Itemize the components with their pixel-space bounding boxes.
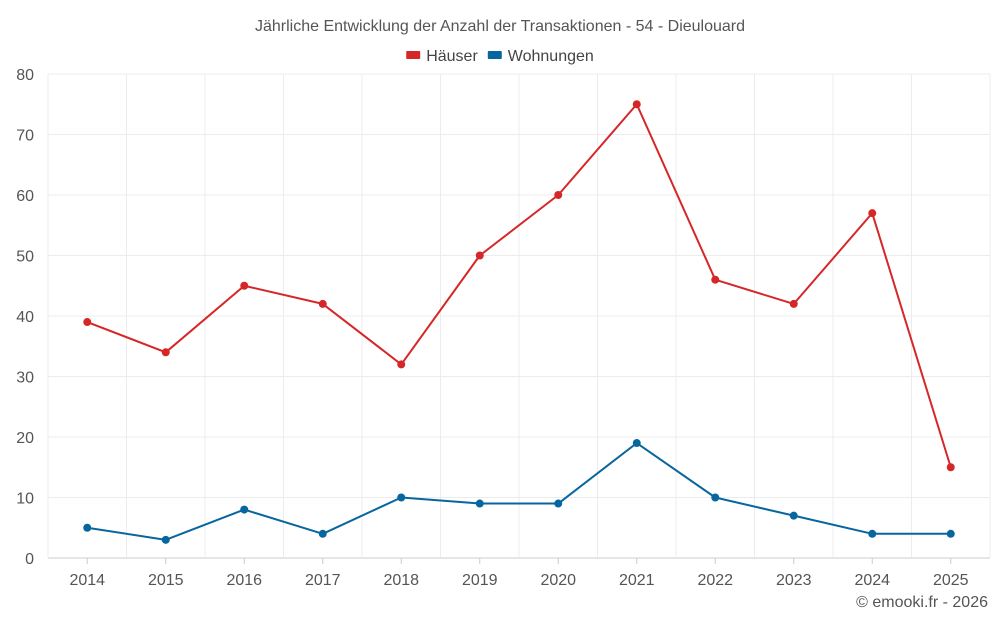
legend-swatch: [487, 51, 502, 59]
data-point-wohnungen: [475, 499, 484, 508]
y-tick-label: 80: [16, 67, 34, 84]
x-tick-label: 2014: [69, 572, 105, 589]
x-tick-label: 2025: [933, 572, 969, 589]
y-tick-label: 40: [16, 309, 34, 326]
legend: Häuser Wohnungen: [406, 48, 594, 65]
data-point-h-user: [946, 463, 955, 472]
data-point-h-user: [240, 281, 249, 290]
data-point-wohnungen: [946, 529, 955, 538]
data-point-h-user: [711, 275, 720, 284]
chart-title: Jährliche Entwicklung der Anzahl der Tra…: [255, 18, 745, 35]
legend-label: Häuser: [426, 48, 478, 65]
x-tick-label: 2023: [776, 572, 812, 589]
data-point-h-user: [83, 318, 92, 327]
legend-label: Wohnungen: [508, 48, 594, 65]
legend-swatch: [406, 51, 421, 59]
data-point-h-user: [868, 209, 877, 218]
x-tick-label: 2024: [854, 572, 890, 589]
legend-item-wohnungen: Wohnungen: [487, 48, 594, 65]
data-point-wohnungen: [240, 505, 249, 514]
x-tick-label: 2021: [619, 572, 655, 589]
y-tick-label: 10: [16, 491, 34, 508]
grid: [47, 73, 991, 559]
data-point-wohnungen: [632, 439, 641, 448]
y-tick-label: 70: [16, 128, 34, 145]
data-point-h-user: [632, 100, 641, 109]
data-point-wohnungen: [83, 523, 92, 532]
series-line-h-user: [86, 103, 952, 468]
legend-item-h-user: Häuser: [406, 48, 478, 65]
x-tick-label: 2020: [540, 572, 576, 589]
x-tick-label: 2015: [148, 572, 184, 589]
y-tick-label: 30: [16, 370, 34, 387]
y-axis: 0 10 20 30 40 50 60 70 80: [16, 67, 34, 568]
x-tick-label: 2018: [383, 572, 419, 589]
data-point-wohnungen: [318, 529, 327, 538]
series-layer: [83, 100, 955, 544]
x-tick-label: 2022: [697, 572, 733, 589]
y-tick-label: 60: [16, 188, 34, 205]
data-point-h-user: [318, 299, 327, 308]
data-point-wohnungen: [397, 493, 406, 502]
data-point-wohnungen: [711, 493, 720, 502]
series-line-wohnungen: [87, 442, 951, 541]
x-tick-label: 2016: [226, 572, 262, 589]
data-point-wohnungen: [161, 535, 170, 544]
data-point-wohnungen: [868, 529, 877, 538]
data-point-wohnungen: [554, 499, 563, 508]
data-point-h-user: [554, 191, 563, 199]
x-tick-label: 2019: [462, 572, 498, 589]
data-point-h-user: [475, 251, 484, 260]
copyright-credit: © emooki.fr - 2026: [856, 594, 988, 611]
data-point-h-user: [161, 348, 170, 357]
y-tick-label: 50: [16, 249, 34, 266]
x-axis: 2014 2015 2016 2017 2018 2019 2020 2021 2022 2023…: [69, 558, 969, 589]
x-tick-label: 2017: [305, 572, 341, 589]
data-point-h-user: [397, 360, 406, 369]
y-tick-label: 20: [16, 430, 34, 447]
y-tick-label: 0: [25, 551, 34, 568]
data-point-wohnungen: [789, 511, 798, 520]
data-point-h-user: [789, 299, 798, 308]
